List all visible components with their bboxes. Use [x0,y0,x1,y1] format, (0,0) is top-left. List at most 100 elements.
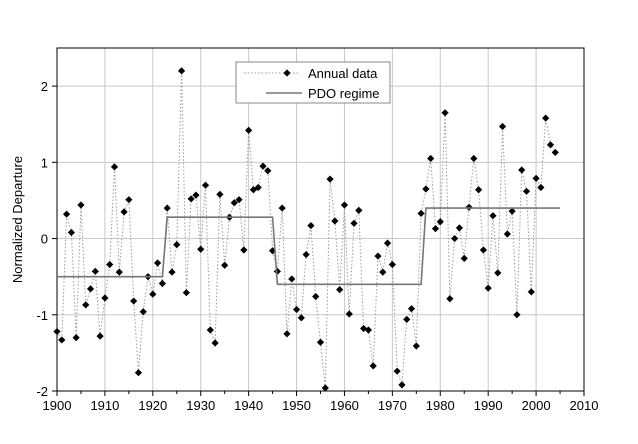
annual-data-point [326,175,334,183]
annual-data-point [58,336,66,344]
annual-data-point [221,261,229,269]
annual-data-point [427,154,435,163]
legend: Annual data PDO regime [235,61,391,104]
legend-regime-label: PDO regime [308,86,380,101]
annual-data-point [527,288,535,296]
annual-data-point [245,126,253,134]
annual-data-point [345,310,353,318]
annual-data-point [508,207,516,215]
annual-data-point [360,324,368,333]
y-tick-label: 1 [41,155,48,170]
annual-data-point [297,314,305,322]
annual-data-point [513,311,521,319]
annual-data-point [379,268,387,276]
annual-data-point [163,204,171,212]
y-tick-label: -1 [36,308,48,323]
y-axis: -2 -1 0 1 2 [36,79,57,399]
annual-data-point [302,250,310,259]
annual-data-point [336,286,344,294]
annual-data-point [316,338,325,346]
annual-data-point [475,186,483,194]
annual-data-point [154,259,162,267]
x-tick-label: 2010 [570,398,599,413]
annual-data-point [451,234,459,243]
annual-data-point [173,241,181,249]
annual-data-point [235,196,243,204]
x-tick-label: 1950 [282,398,311,413]
annual-data-point [254,183,262,192]
annual-data-point [201,181,210,189]
annual-data-point [278,204,286,212]
annual-data-point [460,254,468,262]
x-tick-label: 1930 [186,398,215,413]
annual-data-point [168,268,176,276]
pdo-regime-line [57,207,560,286]
annual-data-point [283,330,291,338]
annual-data-point [192,191,200,199]
annual-data-point [422,185,430,193]
x-tick-label: 1920 [138,398,167,413]
annual-data-point [412,342,420,350]
annual-data-point [91,267,99,275]
annual-data-point [350,219,358,227]
annual-data-point [120,208,128,216]
annual-data-point [403,315,411,323]
pdo-regime-series [57,207,560,286]
annual-data-point [77,201,85,209]
annual-data-point [82,301,90,309]
annual-data-point [331,217,339,225]
annual-data-point [53,327,61,336]
annual-data-point [369,362,377,370]
annual-data-point [139,308,147,316]
annual-data-point [407,305,416,313]
annual-data-point [484,284,492,292]
annual-data-point [546,141,555,149]
x-tick-label: 2000 [522,398,551,413]
y-tick-label: -2 [36,384,48,399]
annual-data-point [455,224,464,232]
annual-data-point [288,275,296,283]
annual-data-point [187,195,195,203]
annual-data-point [479,246,487,254]
annual-data-point [206,326,214,334]
x-tick-label: 1970 [378,398,407,413]
annual-data-series [53,67,559,392]
x-tick-label: 1940 [234,398,263,413]
x-tick-label: 1910 [90,398,119,413]
annual-data-point [542,114,550,122]
annual-data-point [101,294,109,302]
annual-data-point [417,209,425,218]
x-tick-label: 1900 [43,398,72,413]
annual-data-point [312,292,320,301]
annual-data-point [216,190,224,198]
annual-data-point [537,183,545,192]
annual-data-point [240,246,248,254]
y-tick-label: 2 [41,79,48,94]
x-axis: 1900 1910 1920 1930 1940 1950 1960 1970 1980 1990… [43,391,599,413]
annual-data-point [470,154,478,163]
annual-data-point [364,326,373,334]
legend-annual-marker [283,69,291,77]
annual-data-point [230,199,238,207]
annual-data-point [388,260,396,269]
annual-data-point [264,167,272,175]
annual-data-point [518,166,526,174]
annual-data-point [211,339,219,347]
x-tick-label: 1980 [426,398,455,413]
annual-data-point [441,109,449,117]
annual-data-point [177,67,186,75]
annual-data-point [268,247,277,255]
annual-data-point [259,162,267,170]
annual-data-point [72,334,80,342]
annual-data-point [446,295,454,303]
annual-data-point [532,174,540,182]
annual-data-point [130,297,138,305]
annual-data-point [96,332,104,340]
annual-data-point [149,290,157,298]
annual-data-point [398,381,406,389]
y-tick-label: 0 [41,232,48,247]
annual-data-point [498,122,507,131]
annual-data-point [436,218,444,226]
annual-data-point [110,163,119,171]
